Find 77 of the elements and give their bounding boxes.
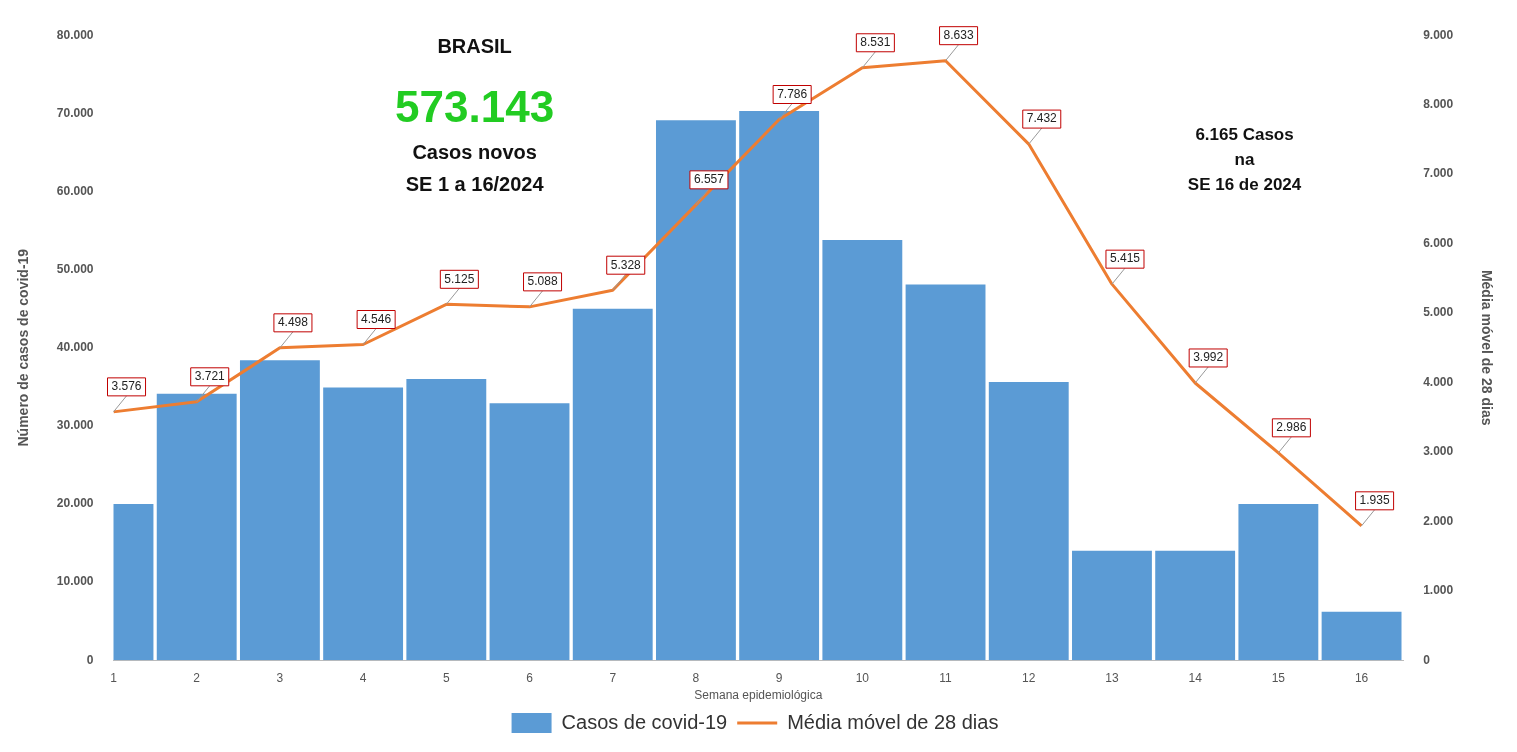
y2-tick-label: 2.000	[1423, 513, 1454, 528]
y2-tick-label: 7.000	[1423, 166, 1454, 181]
y2-tick-label: 8.000	[1423, 96, 1454, 111]
annotation: Casos novos	[412, 141, 537, 164]
annotation: SE 1 a 16/2024	[405, 172, 545, 195]
y2-tick-label: 6.000	[1423, 235, 1454, 250]
x-tick-label: 12	[1022, 670, 1036, 685]
data-label: 4.546	[361, 311, 392, 326]
bar	[323, 387, 404, 661]
data-label: 3.721	[194, 369, 226, 384]
y-tick-label: 10.000	[56, 574, 94, 589]
x-tick-label: 11	[939, 670, 953, 685]
y2-axis-title: Média móvel de 28 dias	[1478, 269, 1495, 426]
data-label: 8.531	[860, 35, 891, 50]
x-tick-label: 2	[193, 670, 201, 685]
y-tick-label: 60.000	[56, 183, 94, 198]
data-label: 1.935	[1359, 493, 1390, 508]
bar	[822, 239, 903, 661]
bar	[656, 120, 736, 661]
data-label: 5.328	[610, 257, 642, 272]
bar	[489, 403, 570, 661]
bar	[905, 284, 986, 661]
bar	[239, 360, 320, 661]
y-tick-label: 0	[86, 652, 94, 667]
data-label: 8.633	[943, 28, 974, 42]
x-tick-label: 9	[775, 670, 783, 685]
data-label: 5.415	[1109, 251, 1141, 266]
x-tick-label: 13	[1105, 670, 1119, 685]
y2-tick-label: 5.000	[1423, 305, 1454, 320]
annotation: na	[1234, 149, 1255, 169]
y2-tick-label: 0	[1423, 652, 1431, 667]
y-tick-label: 70.000	[56, 105, 94, 120]
annotation: 573.143	[395, 82, 555, 132]
data-label: 5.088	[527, 274, 558, 289]
x-tick-label: 6	[526, 670, 534, 685]
y-tick-label: 30.000	[56, 418, 94, 433]
x-tick-label: 7	[609, 670, 617, 685]
x-tick-label: 1	[110, 670, 118, 685]
y-tick-label: 20.000	[56, 496, 94, 511]
data-label: 3.992	[1193, 350, 1224, 365]
legend-label: Casos de covid-19	[561, 710, 728, 733]
data-label: 5.125	[444, 271, 475, 286]
bar	[572, 308, 653, 661]
x-axis-title: Semana epidemiológica	[694, 688, 823, 703]
data-label: 7.786	[777, 86, 808, 101]
x-tick-label: 14	[1188, 670, 1203, 685]
y-tick-label: 50.000	[56, 261, 94, 276]
x-tick-label: 8	[692, 670, 700, 685]
data-label: 6.557	[693, 172, 725, 187]
y-tick-label: 80.000	[56, 27, 94, 42]
annotation: 6.165 Casos	[1195, 124, 1294, 144]
y-tick-label: 40.000	[56, 340, 94, 355]
legend-label: Média móvel de 28 dias	[787, 710, 999, 733]
bar	[739, 110, 820, 661]
y2-tick-label: 9.000	[1423, 27, 1454, 42]
y2-tick-label: 3.000	[1423, 444, 1454, 459]
y2-tick-label: 1.000	[1423, 583, 1454, 598]
chart-title: BRASIL	[437, 35, 512, 58]
bar	[1238, 503, 1319, 661]
x-tick-label: 4	[359, 670, 367, 685]
x-tick-label: 16	[1354, 670, 1369, 685]
y-axis-title: Número de casos de covid-19	[15, 248, 32, 447]
bar	[1321, 611, 1402, 661]
data-label: 4.498	[277, 315, 309, 330]
y2-tick-label: 4.000	[1423, 374, 1454, 389]
data-label: 3.576	[111, 379, 142, 394]
annotation: SE 16 de 2024	[1187, 174, 1302, 194]
bar	[988, 382, 1069, 661]
bar	[406, 378, 487, 661]
x-tick-label: 5	[442, 670, 450, 685]
bar	[1155, 550, 1236, 661]
x-tick-label: 15	[1271, 670, 1286, 685]
x-tick-label: 10	[855, 670, 870, 685]
bar	[1072, 550, 1152, 661]
data-label: 2.986	[1276, 420, 1307, 435]
x-tick-label: 3	[276, 670, 284, 685]
data-label: 7.432	[1026, 111, 1058, 126]
